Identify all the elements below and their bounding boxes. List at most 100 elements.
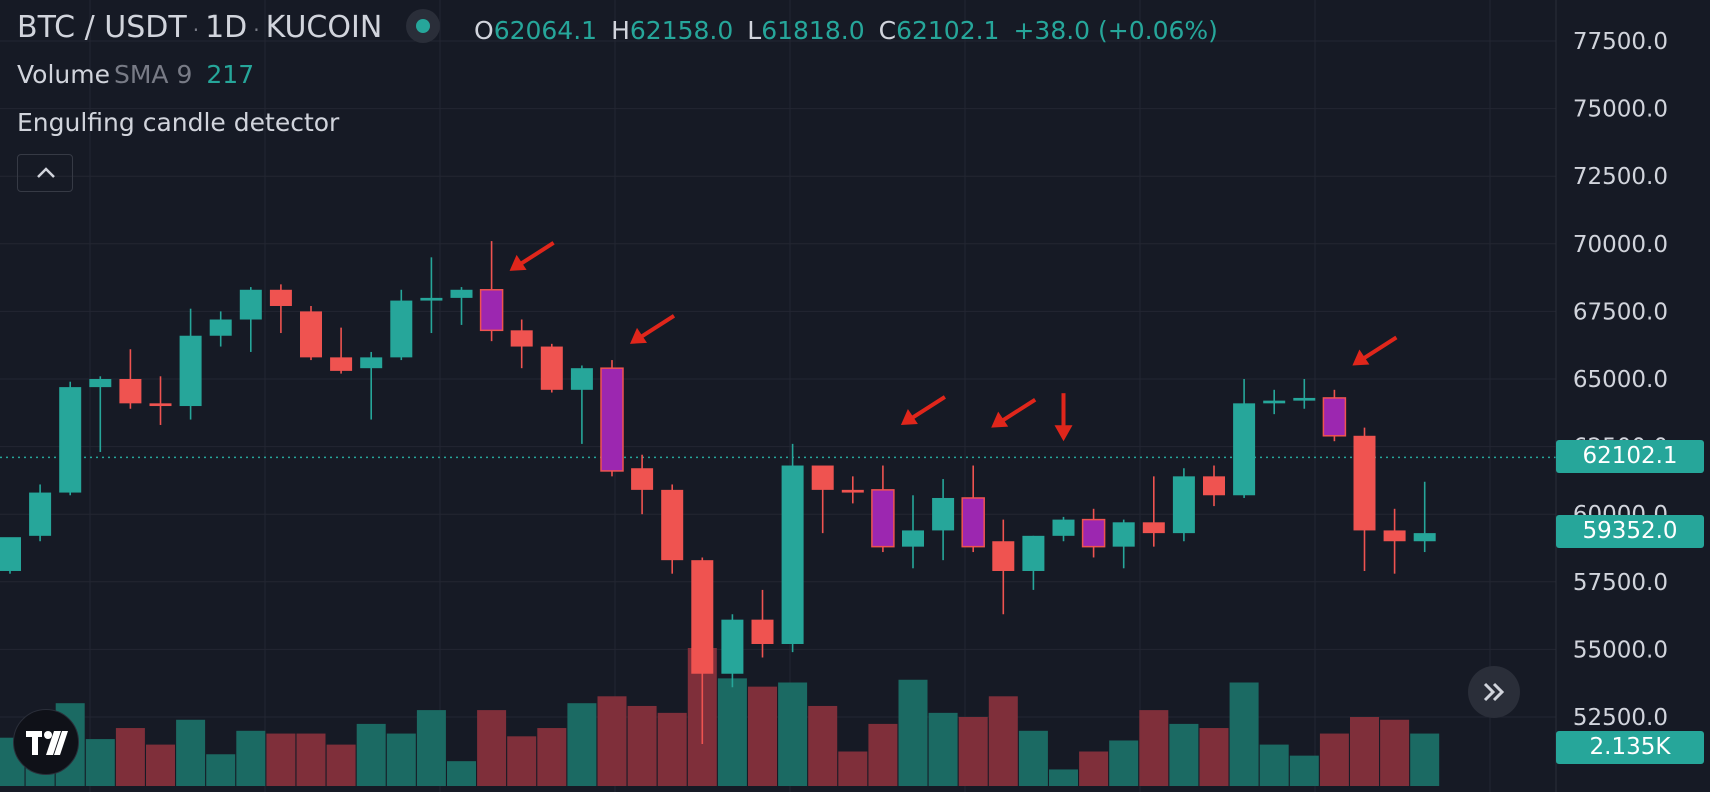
low-value: 61818.0 xyxy=(761,16,865,45)
volume-bar xyxy=(236,730,266,786)
engulfing-candle xyxy=(1322,397,1347,437)
volume-bar xyxy=(416,710,446,786)
low-key: L xyxy=(747,16,762,45)
volume-bar xyxy=(988,696,1018,786)
candle-body xyxy=(751,619,774,644)
engulfing-candle xyxy=(871,489,895,548)
price-tick-label: 65000.0 xyxy=(1573,367,1668,393)
volume-bar xyxy=(928,712,958,786)
candle-body xyxy=(841,489,864,493)
candle-body xyxy=(1413,533,1436,542)
volume-bar xyxy=(838,751,868,786)
engulfing-arrows xyxy=(509,241,1398,442)
volume-bar xyxy=(1199,728,1229,786)
engulfing-candle xyxy=(961,497,985,548)
price-tick-label: 72500.0 xyxy=(1573,164,1668,190)
candle-body xyxy=(1142,522,1165,534)
arrow-icon xyxy=(509,241,555,271)
volume-bar xyxy=(1259,744,1289,786)
candle-body xyxy=(269,289,292,306)
candle-body xyxy=(992,541,1015,571)
candle-body xyxy=(661,489,684,561)
arrow-icon xyxy=(900,395,946,425)
candle-body xyxy=(1052,519,1075,536)
volume-bar xyxy=(326,744,356,786)
volume-bar xyxy=(1139,710,1169,786)
candle-body xyxy=(932,497,955,531)
volume-bar xyxy=(1410,733,1440,786)
volume-bar xyxy=(898,679,928,786)
high-key: H xyxy=(611,16,630,45)
candle-body xyxy=(902,530,924,547)
candle-body xyxy=(360,357,383,369)
open-key: O xyxy=(474,16,494,45)
engulfing-candle xyxy=(1081,518,1106,548)
volume-bar xyxy=(1380,719,1410,786)
volume-bar xyxy=(808,705,838,786)
candle-body xyxy=(420,297,443,301)
candle-body xyxy=(450,289,473,298)
indicator-legend[interactable]: Engulfing candle detector xyxy=(17,108,339,137)
volume-bar xyxy=(1109,740,1139,786)
candle-body xyxy=(721,619,744,674)
volume-bar xyxy=(1049,769,1078,786)
arrow-icon xyxy=(1054,393,1073,442)
volume-bar xyxy=(597,696,627,786)
volume-bar xyxy=(958,717,988,786)
chevron-up-icon xyxy=(37,167,55,178)
candle-body xyxy=(631,468,654,490)
volume-bar xyxy=(1079,751,1109,786)
symbol-title[interactable]: BTC / USDT · 1D · KUCOIN xyxy=(17,8,474,46)
close-value: 62102.1 xyxy=(896,16,1000,45)
volume-bar xyxy=(296,733,326,786)
volume-bar xyxy=(146,744,175,786)
ohlc-values: O62064.1 H62158.0 L61818.0 C62102.1 +38.0 (+… xyxy=(474,16,1232,45)
collapse-legend-button[interactable] xyxy=(17,154,73,192)
candle-body xyxy=(811,465,834,490)
candle-body xyxy=(239,289,262,320)
candle-body xyxy=(570,368,593,390)
candle-body xyxy=(1022,535,1045,571)
candle-body xyxy=(209,319,232,336)
candle-body xyxy=(1233,403,1256,496)
volume-bar xyxy=(748,686,777,786)
candle-body xyxy=(390,300,413,358)
candle-body xyxy=(1112,522,1135,547)
volume-bar xyxy=(657,712,687,786)
volume-bar xyxy=(115,728,145,786)
price-tick-label: 55000.0 xyxy=(1573,637,1668,663)
volume-bar xyxy=(206,754,236,786)
volume-bar xyxy=(1289,755,1319,786)
volume-legend[interactable]: Volume SMA 9 217 xyxy=(17,60,254,89)
candle-body xyxy=(540,346,563,390)
volume-bar xyxy=(477,710,507,786)
open-value: 62064.1 xyxy=(493,16,598,45)
arrow-icon xyxy=(991,397,1037,428)
volume-label: Volume xyxy=(17,60,110,89)
volume-bar xyxy=(1229,682,1259,786)
volume-bar xyxy=(537,728,567,786)
candle-body xyxy=(1203,476,1225,496)
candle-body xyxy=(300,311,322,358)
price-tick-label: 77500.0 xyxy=(1573,29,1668,55)
candle-body xyxy=(1383,530,1406,542)
tradingview-logo[interactable] xyxy=(13,709,79,775)
market-status-icon xyxy=(406,8,441,43)
candle-body xyxy=(179,335,202,407)
volume-bar xyxy=(507,736,537,786)
candle-body xyxy=(781,465,804,644)
volume-bar xyxy=(567,703,597,786)
tradingview-logo-icon xyxy=(26,731,68,755)
engulfing-candle xyxy=(600,367,624,472)
volume-bar xyxy=(176,719,206,786)
candle-body xyxy=(149,403,172,407)
candle-body xyxy=(1172,476,1195,534)
volume-bar xyxy=(1350,717,1379,786)
candle-body xyxy=(1353,435,1376,531)
chart-grid xyxy=(0,0,1556,792)
high-value: 62158.0 xyxy=(629,16,734,45)
arrow-icon xyxy=(1352,335,1398,366)
close-key: C xyxy=(878,16,897,45)
interval-label: 1D xyxy=(205,10,248,45)
scroll-to-realtime-button[interactable] xyxy=(1468,666,1520,718)
